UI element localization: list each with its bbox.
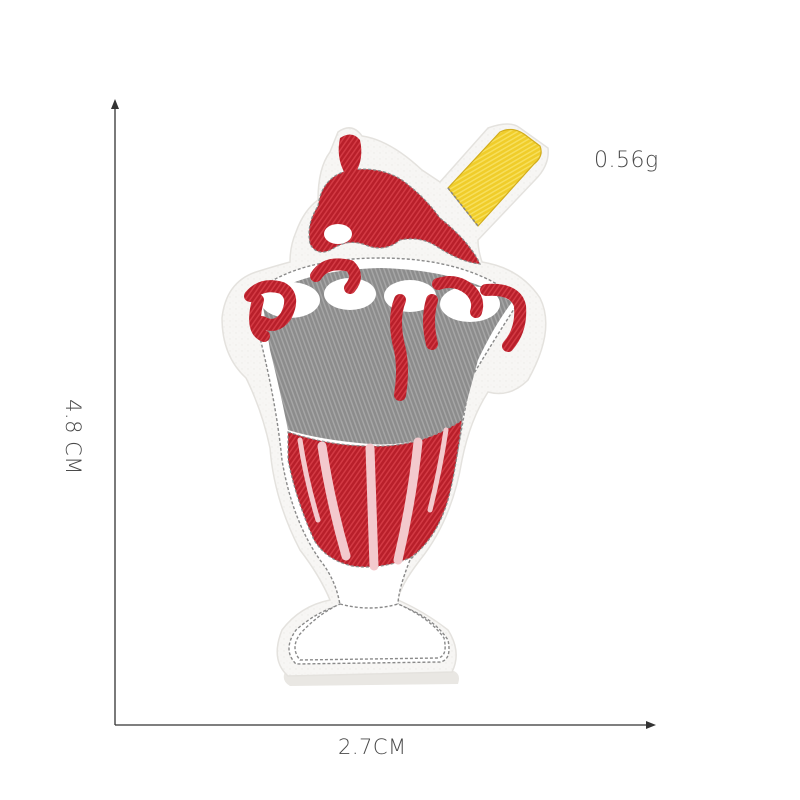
syrup-drips <box>244 258 527 401</box>
width-dimension-line <box>115 721 656 729</box>
weight-label: 0.56g <box>594 148 659 173</box>
height-dimension-label: 4.8 CM <box>61 399 85 475</box>
red-striped-cup <box>287 418 463 571</box>
height-dimension-line <box>111 99 119 725</box>
cup-foot <box>294 603 446 661</box>
straw <box>447 128 542 227</box>
width-dimension-label: 2.7CM <box>338 735 407 759</box>
cherry-topping <box>308 134 481 265</box>
